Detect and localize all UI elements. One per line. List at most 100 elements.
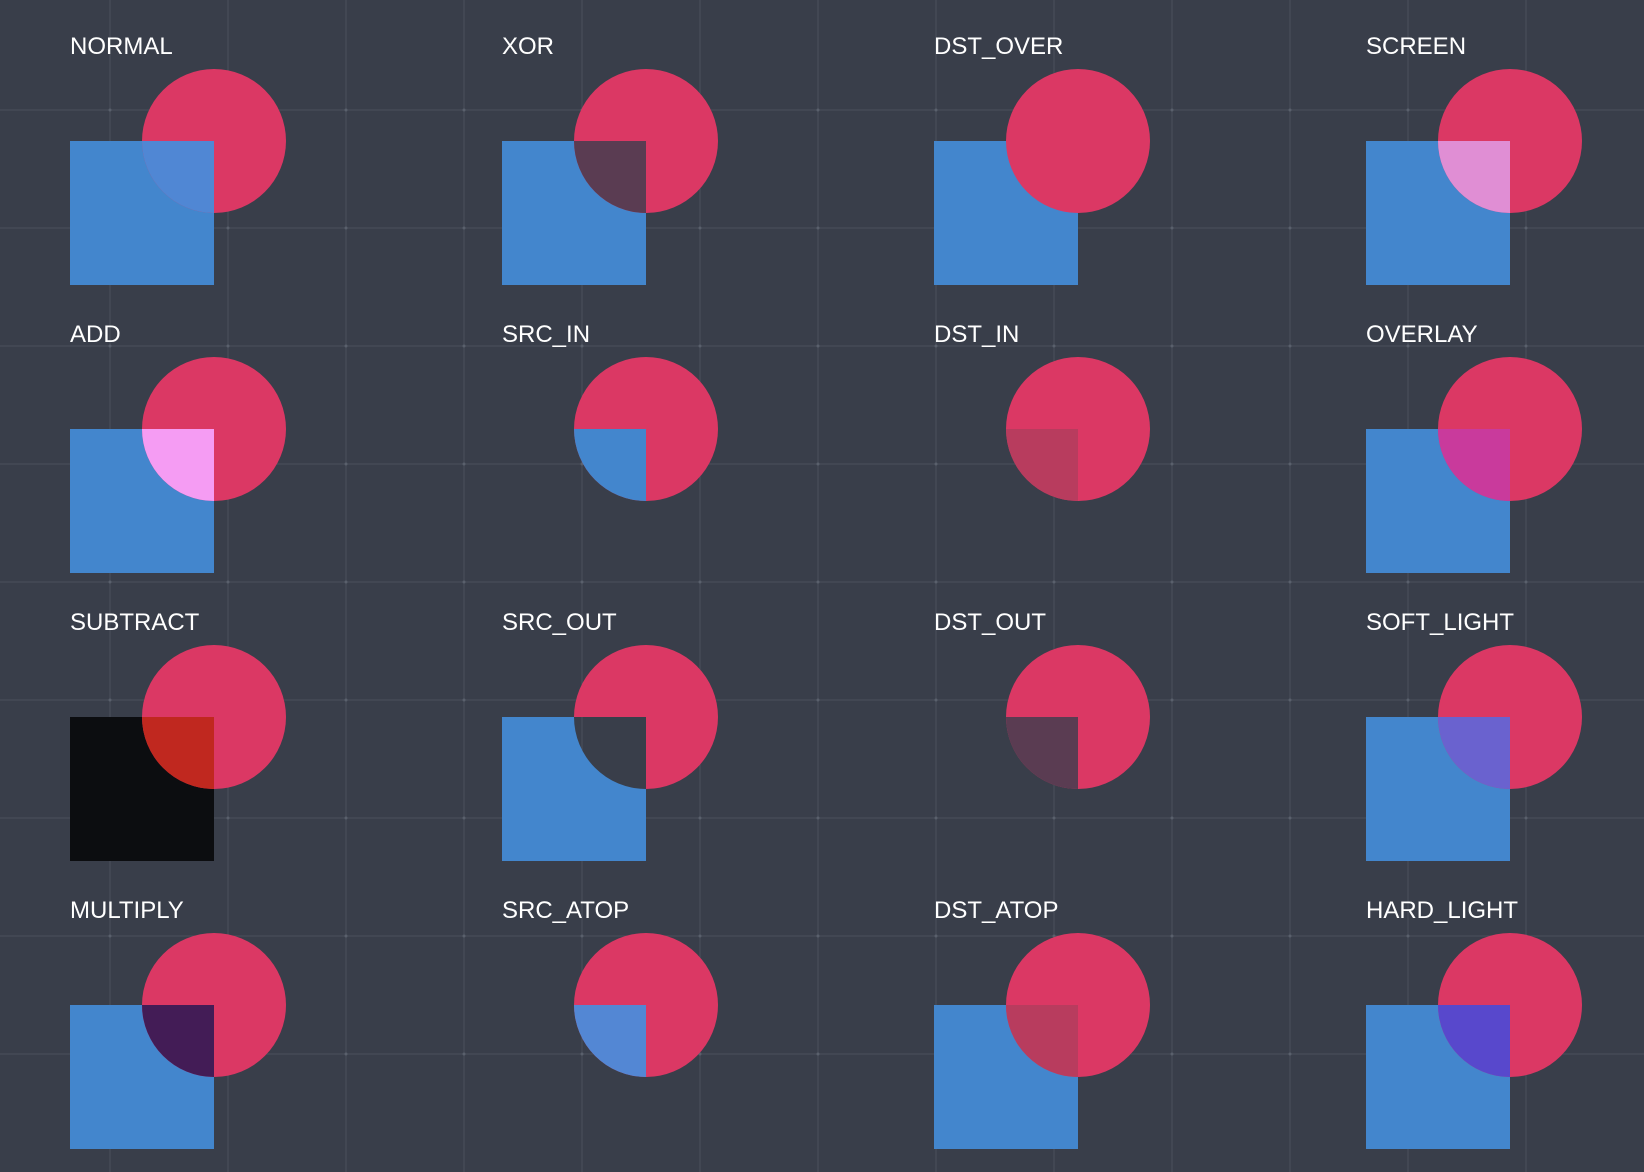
blend-cell-normal: NORMAL [70, 33, 286, 285]
blend-cell-add: ADD [70, 321, 286, 573]
grid-dot [698, 816, 702, 820]
grid-dot [934, 108, 938, 112]
grid-dot [1052, 816, 1056, 820]
blend-cell-src-in: SRC_IN [502, 321, 718, 501]
cells: NORMAL XOR DST_OVER SCREEN ADD SRC_IN DST_IN OV… [70, 33, 1582, 1149]
grid-dot [816, 226, 820, 230]
grid-dot [1170, 698, 1174, 702]
grid-dot [580, 934, 584, 938]
blend-cell-dst-out: DST_OUT [934, 609, 1150, 789]
blend-cell-src-atop: SRC_ATOP [502, 897, 718, 1077]
grid-dot [344, 226, 348, 230]
grid-dot [1524, 816, 1528, 820]
grid-dot [226, 816, 230, 820]
grid-dot [108, 108, 112, 112]
grid-dot [1406, 108, 1410, 112]
grid-dot [1406, 580, 1410, 584]
blend-cell-xor: XOR [502, 33, 718, 285]
circle-shape [1006, 69, 1150, 213]
grid-dot [816, 1052, 820, 1056]
cell-label: NORMAL [70, 33, 173, 60]
grid-dot [816, 934, 820, 938]
cell-label: OVERLAY [1366, 321, 1478, 348]
overlap-region [1006, 429, 1078, 501]
blend-cell-screen: SCREEN [1366, 33, 1582, 285]
grid-dot [934, 462, 938, 466]
cell-label: ADD [70, 321, 121, 348]
cell-label: HARD_LIGHT [1366, 897, 1518, 924]
grid-dot [344, 934, 348, 938]
blend-cell-subtract: SUBTRACT [70, 609, 286, 861]
grid-dot [1170, 462, 1174, 466]
grid-dot [816, 580, 820, 584]
cell-label: MULTIPLY [70, 897, 184, 924]
grid-dot [698, 226, 702, 230]
grid-dot [1170, 344, 1174, 348]
grid-dot [816, 698, 820, 702]
grid-dot [1170, 580, 1174, 584]
overlap-region [1438, 429, 1510, 501]
blend-cell-hard-light: HARD_LIGHT [1366, 897, 1582, 1149]
grid-dot [1288, 462, 1292, 466]
circle-shape [574, 645, 718, 789]
grid-dot [816, 816, 820, 820]
grid-dot [462, 344, 466, 348]
cell-label: SUBTRACT [70, 609, 200, 636]
grid-dot [344, 108, 348, 112]
grid-dot [462, 816, 466, 820]
grid-dot [108, 580, 112, 584]
grid-dot [580, 1052, 584, 1056]
grid-dot [344, 580, 348, 584]
grid-dot [934, 698, 938, 702]
overlap-region [574, 1005, 646, 1077]
overlap-region [1006, 717, 1078, 789]
grid-dot [462, 462, 466, 466]
grid-dot [462, 580, 466, 584]
grid-dot [462, 1052, 466, 1056]
overlap-region [142, 717, 214, 789]
grid-dot [816, 462, 820, 466]
grid-dot [580, 344, 584, 348]
grid-dot [226, 226, 230, 230]
blend-cell-overlay: OVERLAY [1366, 321, 1582, 573]
grid-dot [344, 344, 348, 348]
grid-dot [462, 934, 466, 938]
grid-dot [1052, 344, 1056, 348]
cell-label: SRC_ATOP [502, 897, 629, 924]
overlap-region [574, 141, 646, 213]
grid-dot [108, 698, 112, 702]
grid-dot [1288, 344, 1292, 348]
square-shape [502, 717, 646, 861]
cell-label: SRC_OUT [502, 609, 617, 636]
blend-cell-soft-light: SOFT_LIGHT [1366, 609, 1582, 861]
grid-dot [1406, 344, 1410, 348]
grid-dot [1052, 934, 1056, 938]
cell-label: SCREEN [1366, 33, 1466, 60]
overlap-region [142, 141, 214, 213]
grid-dot [698, 934, 702, 938]
overlap-region [1438, 141, 1510, 213]
overlap-region [142, 429, 214, 501]
overlap-region [1438, 1005, 1510, 1077]
grid-dot [1170, 934, 1174, 938]
blend-cell-dst-in: DST_IN [934, 321, 1150, 501]
grid-dot [934, 580, 938, 584]
grid-dot [344, 462, 348, 466]
grid-dot [1406, 698, 1410, 702]
grid-dot [108, 344, 112, 348]
grid-dot [1288, 1052, 1292, 1056]
cell-label: DST_ATOP [934, 897, 1058, 924]
grid-dot [934, 816, 938, 820]
grid-dot [698, 580, 702, 584]
grid-dot [698, 344, 702, 348]
overlap-region [1438, 717, 1510, 789]
grid-dot [1288, 816, 1292, 820]
overlap-region [574, 429, 646, 501]
grid-dot [344, 698, 348, 702]
grid-dot [1170, 1052, 1174, 1056]
grid-dot [1524, 344, 1528, 348]
overlap-region [142, 1005, 214, 1077]
grid-dot [1288, 934, 1292, 938]
blend-cell-multiply: MULTIPLY [70, 897, 286, 1149]
cell-label: DST_OVER [934, 33, 1063, 60]
